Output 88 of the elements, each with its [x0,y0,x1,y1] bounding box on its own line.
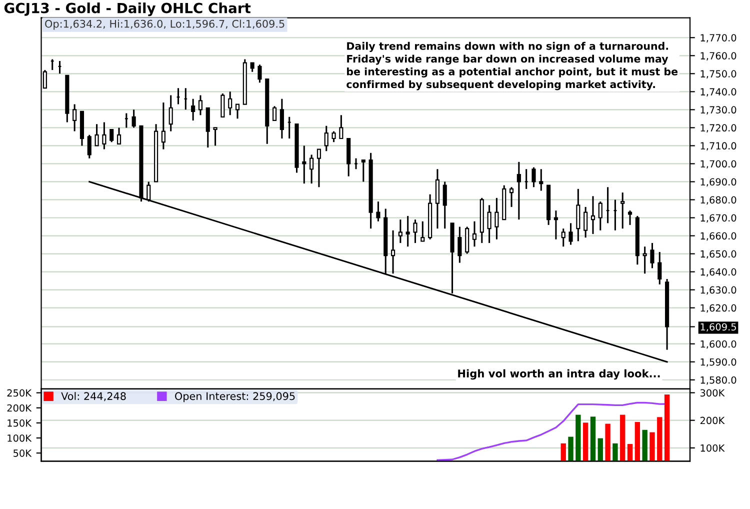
candlestick [576,188,580,242]
candlestick [280,98,284,140]
y-tick-label: 150K [8,419,32,427]
candlestick [324,125,328,152]
candlestick [235,104,240,120]
candlestick [376,200,380,222]
candlestick [191,98,196,122]
candlestick [532,166,536,188]
candlestick [161,102,166,150]
y-tick-label: 1,590.0 [700,358,736,367]
candlestick [590,195,596,235]
y-tick-label: 1,690.0 [700,178,736,187]
candlestick [302,144,306,184]
y-tick-label: 1,770.0 [700,34,736,42]
legend-label: Open Interest: 259,095 [175,392,295,402]
y-tick-label: 1,710.0 [700,142,736,151]
candlestick [413,218,418,244]
candlestick [658,251,662,286]
candlestick [339,114,344,140]
candlestick [435,168,440,230]
candlestick [206,107,210,148]
y-tick-label: 1,650.0 [700,250,736,259]
y-tick-label: 1,760.0 [700,52,736,60]
candlestick [561,228,566,248]
candlestick [228,90,232,116]
candlestick [116,126,122,145]
candlestick [310,154,314,184]
y-tick-label: 1,680.0 [700,196,736,205]
y-tick-label: 1,720.0 [700,124,736,133]
candlestick [398,218,402,244]
candlestick [465,226,470,255]
candlestick [584,206,588,238]
y-tick-label: 1,600.0 [700,340,736,349]
candlestick [72,104,77,132]
annotation: Daily trend remains down with no sign of a turnaround. Friday's wide range bar down on increased volume may be interesting as a potential anchor point, but it must be confirmed by subsequent developing market activity. [346,42,678,90]
candlestick [110,128,114,143]
candlestick [220,92,225,118]
y-tick-label: 1,620.0 [700,304,736,313]
candlestick [554,210,558,240]
candlestick [458,226,462,264]
y-tick-label: 100K [8,434,32,442]
annotation: Op:1,634.2, Hi:1,636.0, Lo:1,596.7, Cl:1,609.5 [45,20,284,30]
candlestick [390,230,396,274]
candlestick [361,159,366,182]
y-tick-label: 200K [7,404,32,412]
candlestick [620,192,625,230]
y-tick-label: 1,700.0 [700,160,736,169]
candlestick [442,180,447,230]
candlestick [650,242,654,269]
candlestick [472,220,477,248]
candlestick [516,161,521,220]
candlestick [87,134,92,160]
y-tick-label: 1,670.0 [700,214,736,223]
legend-label: Vol: 244,248 [61,392,126,402]
chart-title: GCJ13 - Gold - Daily OHLC Chart [4,2,251,16]
y-tick-label: 50K [14,450,32,457]
candlestick [487,204,492,244]
y-tick-label: 1,660.0 [700,232,736,241]
y-tick-label: 1,609.5 [700,323,736,332]
candlestick [94,123,99,146]
y-tick-label: 1,750.0 [700,70,736,78]
candlestick [420,220,425,242]
candlestick [250,62,254,73]
candlestick [598,200,602,232]
y-tick-label: 1,640.0 [700,268,736,277]
candlestick [102,122,106,150]
candlestick [132,108,136,128]
candlestick [213,126,218,146]
annotation: High vol worth an intra day look... [458,369,660,380]
candlestick [316,148,322,188]
y2-tick-label: 300K [700,389,725,397]
candlestick [198,94,203,116]
candlestick [258,64,262,84]
candlestick [494,197,499,240]
candlestick [332,130,336,143]
y-tick-label: 1,740.0 [700,88,736,96]
candlestick [568,222,573,246]
candlestick [406,215,410,248]
y-tick-label: 250K [7,389,32,397]
y-tick-label: 1,730.0 [700,106,736,115]
y-tick-label: 1,630.0 [700,286,736,295]
candlestick [509,186,514,208]
candlestick [539,168,544,192]
candlestick [642,246,647,274]
candlestick [628,210,632,226]
candlestick [168,94,173,132]
y-tick-label: 1,580.0 [700,376,736,385]
candlestick [272,105,277,122]
